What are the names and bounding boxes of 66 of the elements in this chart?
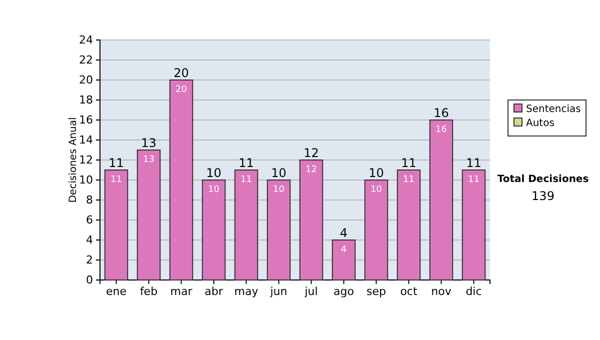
x-tick-label: jun bbox=[269, 284, 288, 298]
bar bbox=[104, 170, 128, 280]
y-tick-label: 18 bbox=[79, 94, 93, 107]
bar bbox=[234, 170, 258, 280]
total-label: 16 bbox=[434, 106, 449, 120]
legend-label: Sentencias bbox=[526, 104, 581, 115]
bar bbox=[396, 170, 421, 280]
data-label: 20 bbox=[176, 85, 188, 95]
data-label: 12 bbox=[306, 165, 317, 175]
total-label: 12 bbox=[304, 146, 319, 160]
y-tick-label: 14 bbox=[79, 134, 93, 147]
x-tick-label: may bbox=[234, 284, 259, 298]
bar bbox=[299, 160, 324, 280]
total-label: 10 bbox=[206, 166, 222, 180]
total-label: 10 bbox=[271, 166, 286, 180]
x-tick-label: ago bbox=[334, 284, 354, 298]
y-tick-label: 10 bbox=[79, 174, 93, 187]
bar bbox=[462, 170, 486, 280]
data-label: 10 bbox=[208, 185, 220, 195]
data-label: 11 bbox=[110, 175, 122, 185]
data-label: 10 bbox=[273, 185, 285, 195]
data-label: 4 bbox=[340, 245, 347, 255]
x-tick-label: dic bbox=[466, 284, 482, 298]
data-label: 11 bbox=[468, 175, 480, 185]
x-tick-label: mar bbox=[170, 284, 193, 298]
data-label: 16 bbox=[436, 125, 448, 135]
bar bbox=[364, 180, 388, 280]
data-label: 10 bbox=[370, 185, 382, 195]
data-label: 11 bbox=[403, 175, 414, 185]
y-tick-label: 4 bbox=[86, 234, 93, 247]
total-label: 20 bbox=[174, 66, 189, 80]
bar bbox=[202, 180, 226, 280]
text: 139 bbox=[532, 189, 554, 203]
y-tick-label: 22 bbox=[79, 54, 93, 67]
bar bbox=[332, 240, 356, 280]
bar bbox=[429, 120, 454, 280]
total-label: 11 bbox=[401, 156, 416, 170]
data-label: 13 bbox=[143, 155, 154, 165]
y-tick-label: 6 bbox=[86, 214, 93, 227]
text: Total Decisiones bbox=[497, 174, 589, 185]
y-tick-label: 2 bbox=[86, 254, 93, 267]
total-label: 11 bbox=[238, 156, 254, 170]
legend-label: Autos bbox=[526, 118, 554, 129]
bar bbox=[169, 80, 194, 280]
total-label: 4 bbox=[340, 226, 348, 240]
y-tick-label: 8 bbox=[86, 194, 93, 207]
y-tick-label: 16 bbox=[79, 114, 93, 127]
data-label: 11 bbox=[240, 175, 252, 185]
x-tick-label: sep bbox=[366, 284, 386, 298]
y-tick-label: 0 bbox=[86, 274, 93, 287]
x-tick-label: feb bbox=[140, 284, 158, 298]
y-tick-label: 20 bbox=[79, 74, 93, 87]
total-label: 11 bbox=[466, 156, 482, 170]
total-label: 13 bbox=[141, 136, 156, 150]
y-axis-title: Decisiones Anual bbox=[68, 117, 79, 203]
bar bbox=[266, 180, 291, 280]
x-tick-label: nov bbox=[431, 284, 452, 298]
total-label: 10 bbox=[368, 166, 384, 180]
total-label: 11 bbox=[108, 156, 124, 170]
y-tick-label: 12 bbox=[79, 154, 93, 167]
y-tick-label: 24 bbox=[79, 34, 93, 47]
x-tick-label: ene bbox=[106, 284, 127, 298]
x-tick-label: oct bbox=[400, 284, 418, 298]
x-tick-label: abr bbox=[204, 284, 224, 298]
x-tick-label: jul bbox=[304, 284, 318, 298]
bar bbox=[136, 150, 161, 280]
